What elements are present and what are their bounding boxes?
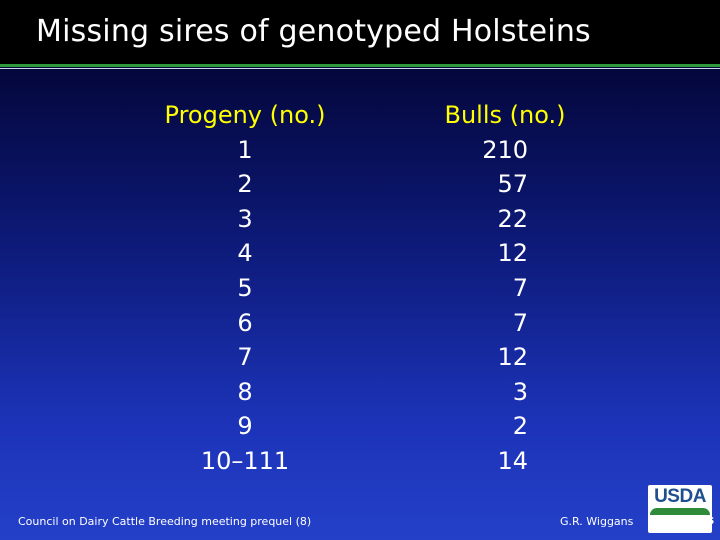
slide-title: Missing sires of genotyped Holsteins: [36, 14, 591, 49]
progeny-value: 9: [237, 412, 253, 441]
bulls-value: 2: [512, 412, 528, 441]
bulls-header: Bulls (no.): [444, 101, 566, 129]
title-divider-green: [0, 64, 720, 67]
progeny-value: 1: [237, 135, 253, 164]
usda-logo: USDA: [648, 485, 712, 533]
bulls-value: 12: [497, 239, 528, 268]
bulls-value: 7: [512, 273, 528, 302]
bulls-value: 12: [497, 343, 528, 372]
bulls-value: 22: [497, 204, 528, 233]
progeny-value: 8: [237, 377, 253, 406]
bulls-value: 3: [512, 377, 528, 406]
progeny-column: Progeny (no.) 1 2 3 4 5 6 7 8 9 10–111: [140, 98, 350, 479]
bulls-value: 57: [497, 170, 528, 199]
bulls-value: 7: [512, 308, 528, 337]
progeny-value: 4: [237, 239, 253, 268]
progeny-header: Progeny (no.): [164, 101, 326, 129]
title-divider-white: [0, 68, 720, 69]
bulls-value: 210: [482, 135, 528, 164]
progeny-value: 7: [237, 343, 253, 372]
aipl-logo-icon: ars: [693, 513, 715, 527]
progeny-value: 5: [237, 273, 253, 302]
progeny-value: 6: [237, 308, 253, 337]
usda-logo-text: USDA: [654, 486, 706, 507]
bulls-column: Bulls (no.) 210 57 22 12 7 7 12 3 2 14: [420, 98, 590, 479]
progeny-value: 10–111: [200, 446, 290, 475]
title-bar: Missing sires of genotyped Holsteins: [0, 0, 720, 64]
bulls-value: 14: [497, 446, 528, 475]
footer-author: G.R. Wiggans: [560, 515, 634, 528]
progeny-value: 3: [237, 204, 253, 233]
usda-logo-hill: [650, 508, 710, 515]
progeny-value: 2: [237, 170, 253, 199]
footer-year: 2009: [667, 517, 693, 528]
footer-meeting-text: Council on Dairy Cattle Breeding meeting…: [18, 515, 312, 528]
